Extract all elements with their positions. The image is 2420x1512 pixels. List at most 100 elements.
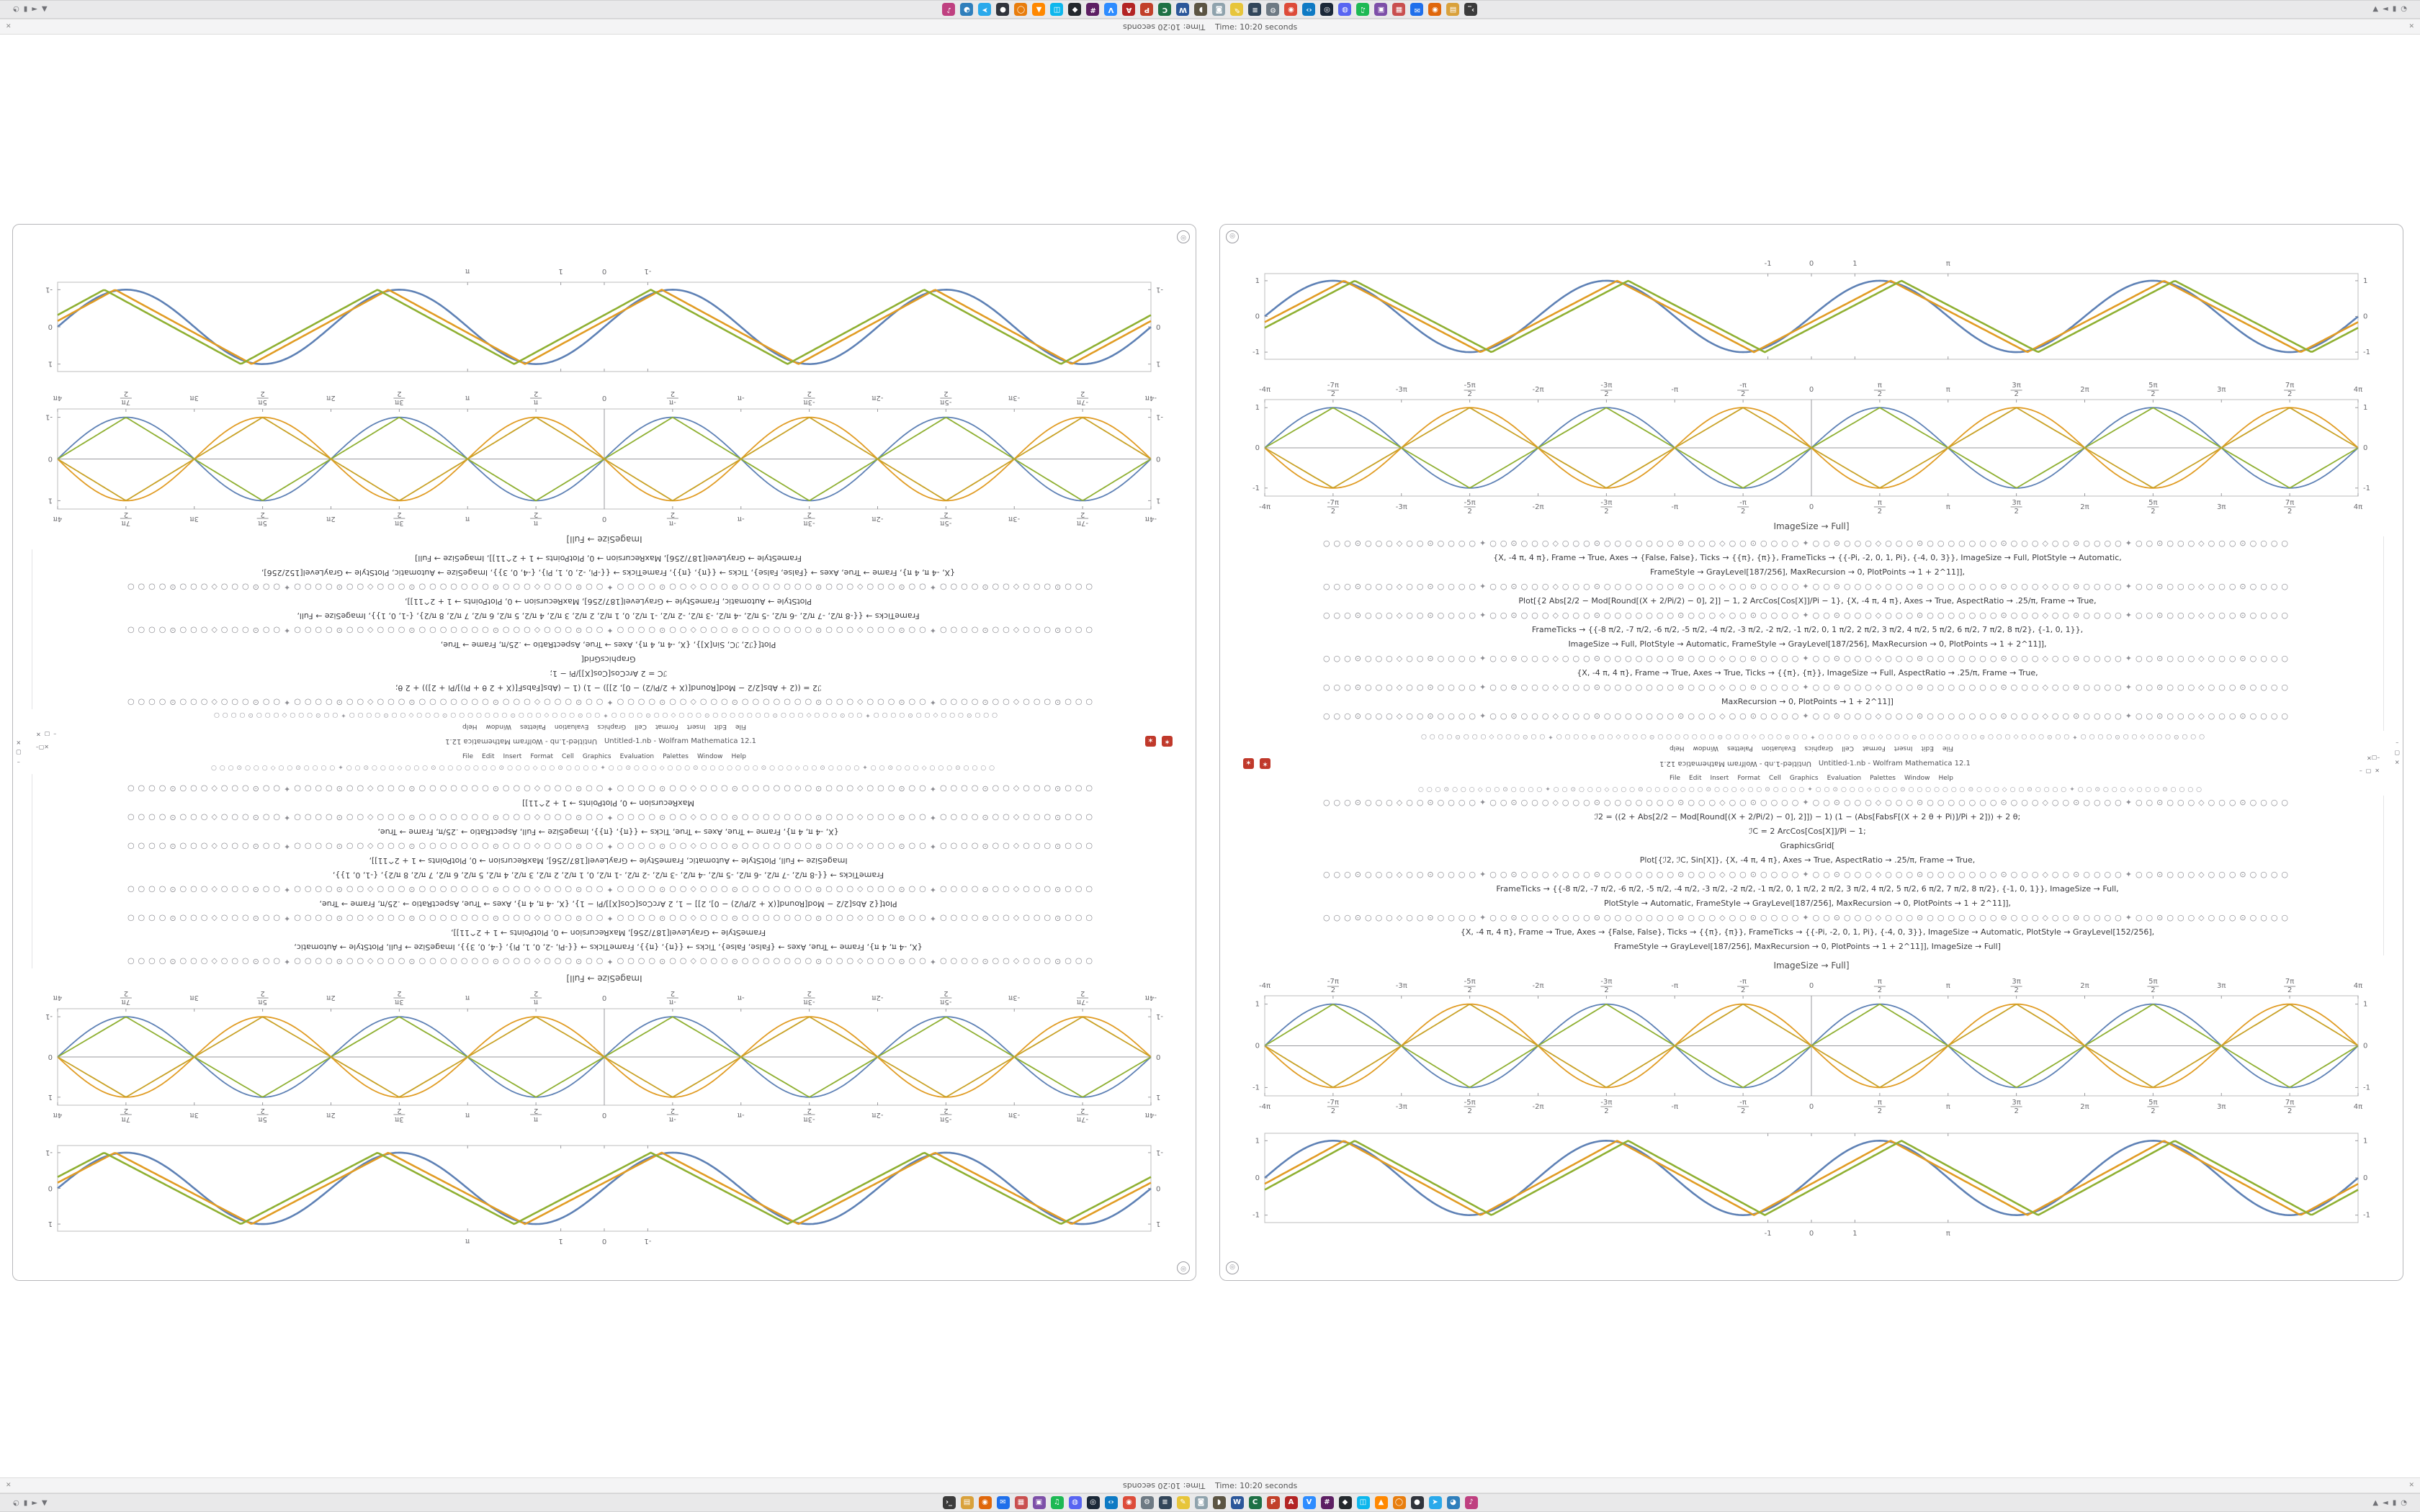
menu-insert[interactable]: Insert [686, 723, 706, 730]
taskbar-icon-steam[interactable]: ◎ [1086, 1496, 1100, 1509]
menu-evaluation[interactable]: Evaluation [1761, 744, 1796, 752]
tray-volume-icon[interactable]: ◄ [32, 5, 37, 14]
taskbar-icon-video-call[interactable]: V [1302, 1496, 1316, 1509]
taskbar-icon-camera[interactable]: ◙ [1212, 3, 1226, 16]
menu-edit[interactable]: Edit [482, 753, 495, 760]
maximize-button[interactable]: ▢ [2394, 749, 2400, 756]
tray-clock-icon[interactable]: ◔ [2401, 5, 2407, 14]
taskbar-icon-telegram[interactable]: ➤ [978, 3, 992, 16]
tray-network-icon[interactable]: ▲ [2372, 1498, 2379, 1507]
minimize-button[interactable]: – [2359, 767, 2362, 774]
menu-format[interactable]: Format [530, 753, 554, 760]
close-button[interactable]: ✕ [44, 744, 50, 751]
menu-cell[interactable]: Cell [635, 723, 647, 730]
menu-evaluation[interactable]: Evaluation [619, 753, 655, 760]
tray-network-icon[interactable]: ▲ [41, 5, 48, 14]
taskbar-icon-firefox[interactable]: ◉ [978, 1496, 992, 1509]
taskbar-icon-edge[interactable]: ◕ [1446, 1496, 1460, 1509]
taskbar-icon-edge[interactable]: ◕ [960, 3, 974, 16]
tray-battery-icon[interactable]: ▮ [23, 1498, 28, 1507]
taskbar-icon-music-player[interactable]: ♪ [942, 3, 956, 16]
minimize-button[interactable]: – [2396, 739, 2399, 746]
menu-graphics[interactable]: Graphics [1789, 775, 1819, 782]
taskbar-icon-github[interactable]: ◆ [1338, 1496, 1352, 1509]
menu-cell[interactable]: Cell [1769, 775, 1781, 782]
taskbar-icon-spotify[interactable]: ♫ [1050, 1496, 1064, 1509]
menu-window[interactable]: Window [1904, 775, 1930, 782]
taskbar-icon-presentation[interactable]: P [1140, 3, 1154, 16]
menu-help[interactable]: Help [462, 723, 478, 730]
menu-file[interactable]: File [1669, 775, 1681, 782]
menu-help[interactable]: Help [1670, 744, 1685, 752]
menu-format[interactable]: Format [1862, 744, 1886, 752]
cell-group-toggle-button[interactable]: ◎ [1177, 230, 1190, 243]
taskbar-icon-calculator[interactable]: ≡ [1158, 1496, 1172, 1509]
taskbar-icon-vlc[interactable]: ▲ [1032, 3, 1046, 16]
close-button[interactable]: ✕ [2366, 754, 2372, 761]
cell-group-toggle-button[interactable]: ◎ [1226, 1261, 1239, 1274]
taskbar-icon-obs[interactable]: ● [996, 3, 1010, 16]
close-button[interactable]: ✕ [2375, 767, 2380, 774]
taskbar-icon-photos[interactable]: ▣ [1374, 3, 1388, 16]
tray-battery-icon[interactable]: ▮ [23, 5, 28, 14]
taskbar-icon-terminal[interactable]: ›_ [942, 1496, 956, 1509]
taskbar-icon-video-call[interactable]: V [1104, 3, 1118, 16]
menu-edit[interactable]: Edit [714, 723, 727, 730]
taskbar-icon-gimp[interactable]: ◗ [1212, 1496, 1226, 1509]
taskbar-icon-notes[interactable]: ✎ [1230, 3, 1244, 16]
taskbar-icon-file-manager[interactable]: ▤ [960, 1496, 974, 1509]
taskbar-icon-firefox[interactable]: ◉ [1428, 3, 1442, 16]
menu-window[interactable]: Window [1693, 744, 1719, 752]
tray-clock-icon[interactable]: ◔ [13, 1498, 19, 1507]
taskbar-icon-settings[interactable]: ⚙ [1140, 1496, 1154, 1509]
menu-file[interactable]: File [735, 723, 747, 730]
taskbar-icon-mail[interactable]: ✉ [1410, 3, 1424, 16]
cell-group-toggle-button[interactable]: ◎ [1177, 1261, 1190, 1274]
tray-clock-icon[interactable]: ◔ [13, 5, 19, 14]
taskbar-icon-discord[interactable]: ◍ [1068, 1496, 1082, 1509]
taskbar-icon-gimp[interactable]: ◗ [1194, 3, 1208, 16]
taskbar-icon-docker[interactable]: ◫ [1050, 3, 1064, 16]
taskbar-icon-vscode[interactable]: ‹› [1302, 3, 1316, 16]
taskbar-icon-pdf-reader[interactable]: A [1284, 1496, 1298, 1509]
menu-help[interactable]: Help [731, 753, 746, 760]
menu-format[interactable]: Format [655, 723, 678, 730]
taskbar-icon-photos[interactable]: ▣ [1032, 1496, 1046, 1509]
close-button[interactable]: ✕ [2394, 759, 2400, 766]
menu-graphics[interactable]: Graphics [1804, 744, 1834, 752]
menu-file[interactable]: File [1942, 744, 1954, 752]
taskbar-icon-vscode[interactable]: ‹› [1104, 1496, 1118, 1509]
taskbar-icon-settings[interactable]: ⚙ [1266, 3, 1280, 16]
cell-group-toggle-button[interactable]: ◎ [1226, 230, 1239, 243]
taskbar-icon-calendar[interactable]: ▦ [1392, 3, 1406, 16]
taskbar-icon-writer[interactable]: W [1176, 3, 1190, 16]
menu-graphics[interactable]: Graphics [597, 723, 627, 730]
tray-clock-icon[interactable]: ◔ [2401, 1498, 2407, 1507]
maximize-button[interactable]: ▢ [2365, 767, 2372, 774]
menu-graphics[interactable]: Graphics [582, 753, 611, 760]
taskbar-icon-telegram[interactable]: ➤ [1428, 1496, 1442, 1509]
menu-palettes[interactable]: Palettes [1870, 775, 1896, 782]
taskbar-icon-pdf-reader[interactable]: A [1122, 3, 1136, 16]
close-icon[interactable]: ✕ [6, 1482, 12, 1489]
close-icon[interactable]: ✕ [2408, 1482, 2414, 1489]
maximize-button[interactable]: ▢ [2371, 754, 2377, 761]
taskbar-icon-presentation[interactable]: P [1266, 1496, 1280, 1509]
tray-network-icon[interactable]: ▲ [2372, 5, 2379, 14]
tray-network-icon[interactable]: ▲ [41, 1498, 48, 1507]
menu-cell[interactable]: Cell [562, 753, 574, 760]
close-icon[interactable]: ✕ [2408, 23, 2414, 30]
taskbar-icon-chrome[interactable]: ◉ [1122, 1496, 1136, 1509]
taskbar-icon-terminal[interactable]: ›_ [1464, 3, 1478, 16]
menu-insert[interactable]: Insert [1894, 744, 1913, 752]
taskbar-icon-writer[interactable]: W [1230, 1496, 1244, 1509]
taskbar-icon-slack[interactable]: # [1086, 3, 1100, 16]
taskbar-icon-slack[interactable]: # [1320, 1496, 1334, 1509]
menu-window[interactable]: Window [485, 723, 512, 730]
close-icon[interactable]: ✕ [6, 23, 12, 30]
taskbar-icon-spotify[interactable]: ♫ [1356, 3, 1370, 16]
menu-palettes[interactable]: Palettes [1727, 744, 1753, 752]
menu-help[interactable]: Help [1938, 775, 1953, 782]
minimize-button[interactable]: – [17, 759, 20, 766]
menu-insert[interactable]: Insert [1710, 775, 1729, 782]
